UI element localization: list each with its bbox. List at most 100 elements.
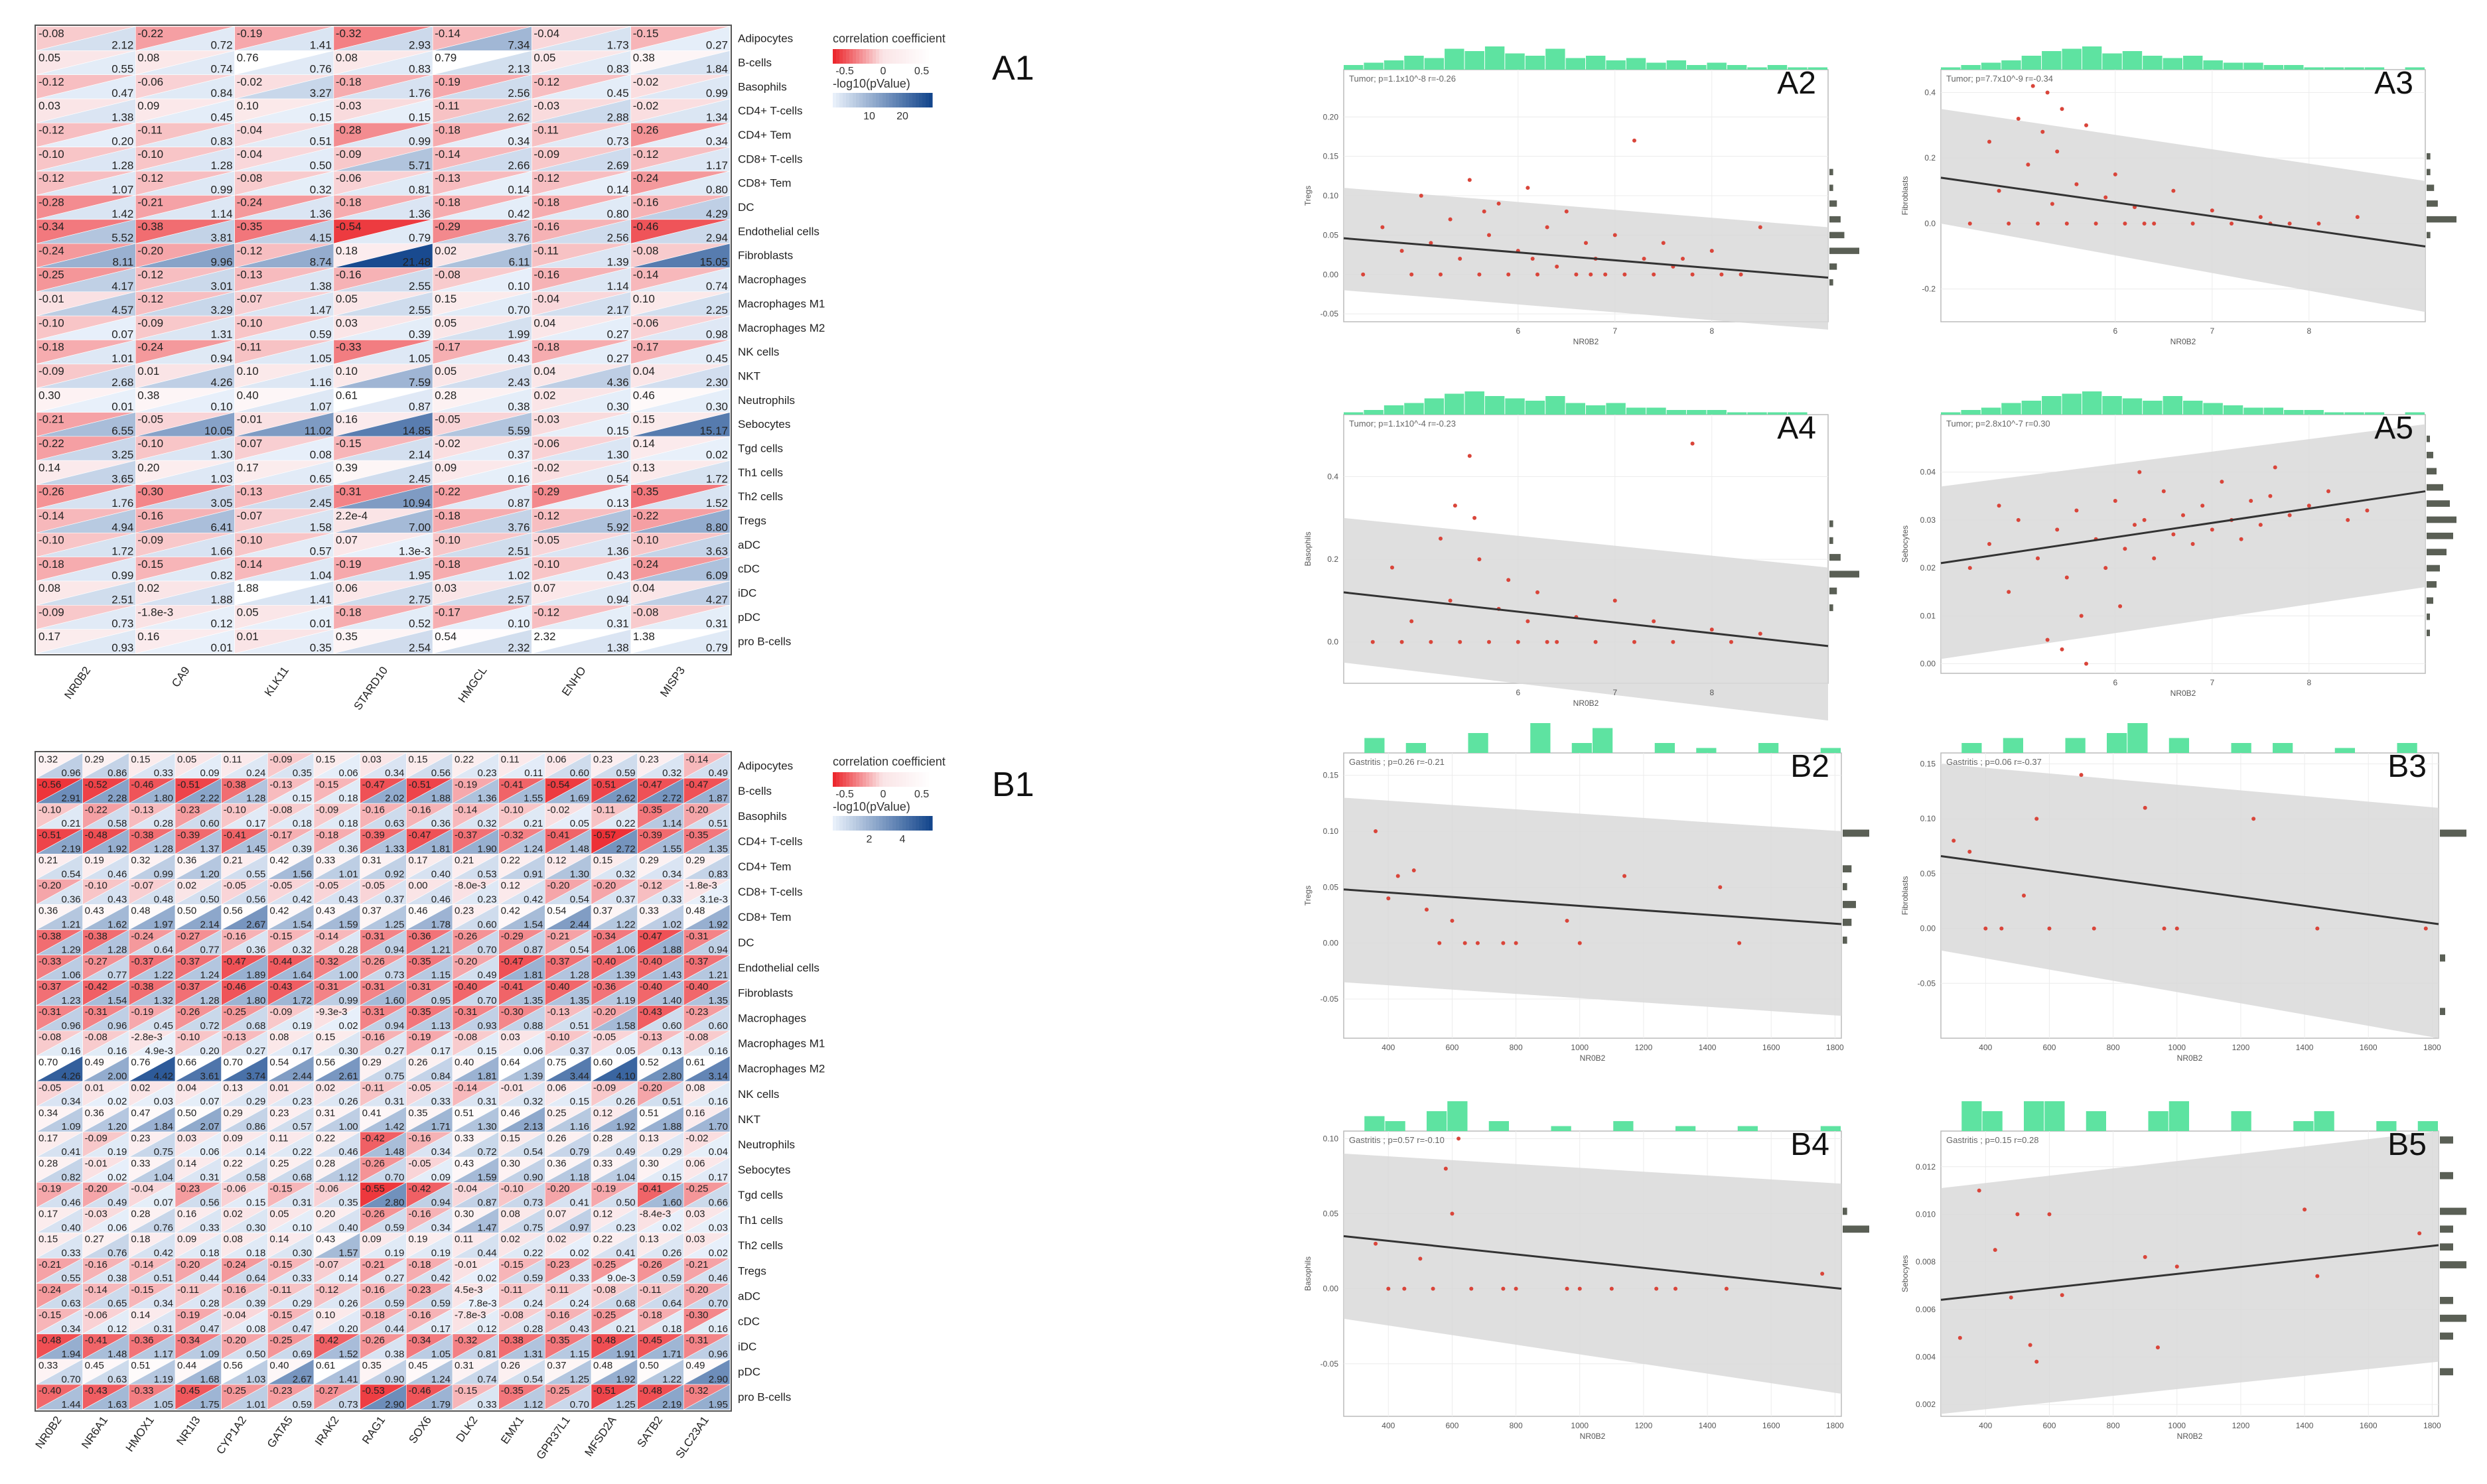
data-point (1612, 233, 1617, 237)
heatmap-p-label: 0.63 (61, 1298, 80, 1310)
top-histogram-bar (2223, 405, 2243, 415)
heatmap-p-label: 1.24 (431, 1374, 451, 1385)
heatmap-r-label: -0.31 (685, 931, 708, 942)
legend-r-tick: -0.5 (835, 789, 854, 800)
data-point (2036, 221, 2040, 226)
heatmap-p-label: 1.92 (616, 1374, 635, 1385)
heatmap-r-label: -1.8e-3 (137, 606, 173, 618)
heatmap-p-label: 0.70 (61, 1374, 80, 1385)
heatmap-p-label: 3.01 (210, 280, 232, 293)
heatmap-p-label: 1.25 (570, 1374, 589, 1385)
heatmap-p-label: 0.83 (709, 868, 728, 880)
legend-p-swatch (849, 816, 853, 831)
data-point (2045, 638, 2050, 642)
heatmap-r-label: -0.31 (362, 981, 385, 992)
heatmap-p-label: 0.76 (107, 1248, 127, 1259)
scatter-panel-B5: 400 600 800 1000 1200 1400 1600 18000.0020.0040… (1900, 1101, 2466, 1441)
heatmap-p-label: 1.88 (210, 593, 232, 606)
heatmap-p-label: 1.16 (570, 1121, 589, 1132)
data-point (1654, 1286, 1659, 1291)
data-point (1724, 1286, 1729, 1291)
heatmap-row-label: pro B-cells (738, 635, 791, 647)
heatmap-p-label: 0.77 (200, 945, 219, 956)
heatmap-p-label: 15.17 (699, 425, 728, 437)
heatmap-p-label: 1.17 (706, 159, 728, 172)
top-histogram-bar (1551, 1126, 1571, 1131)
top-histogram-bar (2405, 67, 2425, 70)
data-point (2060, 107, 2064, 111)
heatmap-p-label: 0.34 (385, 768, 404, 779)
heatmap-p-label: 0.73 (385, 970, 404, 981)
heatmap-r-label: -0.09 (137, 316, 163, 329)
heatmap-p-label: 1.76 (111, 497, 133, 509)
heatmap-p-label: 0.72 (210, 38, 232, 51)
x-tick-label: 6 (2113, 326, 2117, 336)
top-histogram-bar (1404, 403, 1424, 415)
heatmap-r-label: 0.14 (633, 437, 655, 450)
heatmap-r-label: -0.52 (85, 779, 107, 790)
heatmap-r-label: -0.12 (38, 172, 64, 184)
heatmap-r-label: 0.40 (237, 389, 259, 401)
heatmap-r-label: -0.16 (224, 1284, 246, 1296)
heatmap-r-label: -0.25 (547, 1385, 569, 1396)
data-point (1526, 619, 1530, 624)
heatmap-r-label: 0.05 (237, 606, 259, 618)
legend-r-swatch (906, 772, 910, 787)
heatmap-r-label: -0.17 (435, 341, 461, 354)
legend-p-swatch (926, 816, 930, 831)
heatmap-r-label: 0.46 (501, 1107, 520, 1118)
top-histogram-bar (2273, 743, 2293, 753)
heatmap-p-label: 1.91 (616, 1349, 635, 1360)
heatmap-row-label: cDC (738, 563, 760, 575)
heatmap-p-label: 0.43 (107, 894, 127, 905)
right-histogram-bar (1843, 829, 1869, 837)
heatmap-p-label: 9.96 (210, 255, 232, 268)
right-histogram-bar (1829, 184, 1833, 191)
heatmap-r-label: 0.11 (455, 1234, 473, 1245)
heatmap-p-label: 1.30 (570, 868, 589, 880)
heatmap-p-label: 0.14 (246, 1146, 265, 1158)
heatmap-p-label: 2.12 (111, 38, 133, 51)
heatmap-row-label: CD8+ Tem (738, 911, 791, 923)
heatmap-col-label: HMGCL (456, 664, 490, 705)
heatmap-p-label: 0.66 (709, 1197, 728, 1208)
data-point (2007, 221, 2011, 226)
heatmap-p-label: 1.52 (706, 497, 728, 509)
y-tick-label: 0.15 (1920, 760, 1936, 769)
top-histogram-bar (1747, 67, 1767, 70)
heatmap-r-label: 0.02 (131, 1082, 150, 1093)
heatmap-r-label: 0.02 (137, 582, 159, 594)
legend-r-swatch (896, 772, 900, 787)
heatmap-p-label: 4.27 (706, 593, 728, 606)
heatmap-p-label: 0.02 (107, 1172, 127, 1183)
heatmap-r-label: 0.20 (137, 461, 159, 474)
heatmap-r-label: 0.26 (547, 1132, 566, 1144)
heatmap-row-label: B-cells (738, 56, 772, 69)
data-point (1395, 874, 1400, 878)
right-histogram-bar (2440, 1008, 2445, 1016)
heatmap-r-label: 0.70 (224, 1057, 243, 1068)
legend-r-swatch (846, 49, 850, 64)
right-histogram-bar (2427, 468, 2437, 475)
top-histogram-bar (1364, 1116, 1385, 1131)
heatmap-p-label: 4.29 (706, 208, 728, 220)
heatmap-r-label: -0.20 (455, 956, 477, 967)
heatmap-col-label: NR6A1 (79, 1414, 110, 1451)
data-point (1506, 272, 1511, 277)
heatmap-r-label: -0.41 (501, 779, 524, 790)
heatmap-r-label: -0.51 (177, 779, 200, 790)
heatmap-p-label: 1.19 (154, 1374, 173, 1385)
heatmap-r-label: -0.12 (640, 880, 662, 892)
heatmap-p-label: 7.8e-3 (468, 1298, 497, 1310)
heatmap-r-label: -0.02 (685, 1132, 708, 1144)
heatmap-p-label: 8.11 (112, 255, 133, 268)
heatmap-r-label: 0.43 (455, 1158, 474, 1169)
heatmap-p-label: 2.91 (61, 793, 80, 804)
heatmap-r-label: -0.17 (269, 829, 292, 841)
heatmap-r-label: 0.02 (224, 1209, 243, 1220)
heatmap-r-label: 0.05 (533, 51, 555, 64)
top-histogram-bar (2397, 743, 2417, 753)
heatmap-r-label: 0.50 (177, 1107, 196, 1118)
legend-r-swatch (886, 49, 890, 64)
top-histogram-bar (2168, 1101, 2189, 1131)
